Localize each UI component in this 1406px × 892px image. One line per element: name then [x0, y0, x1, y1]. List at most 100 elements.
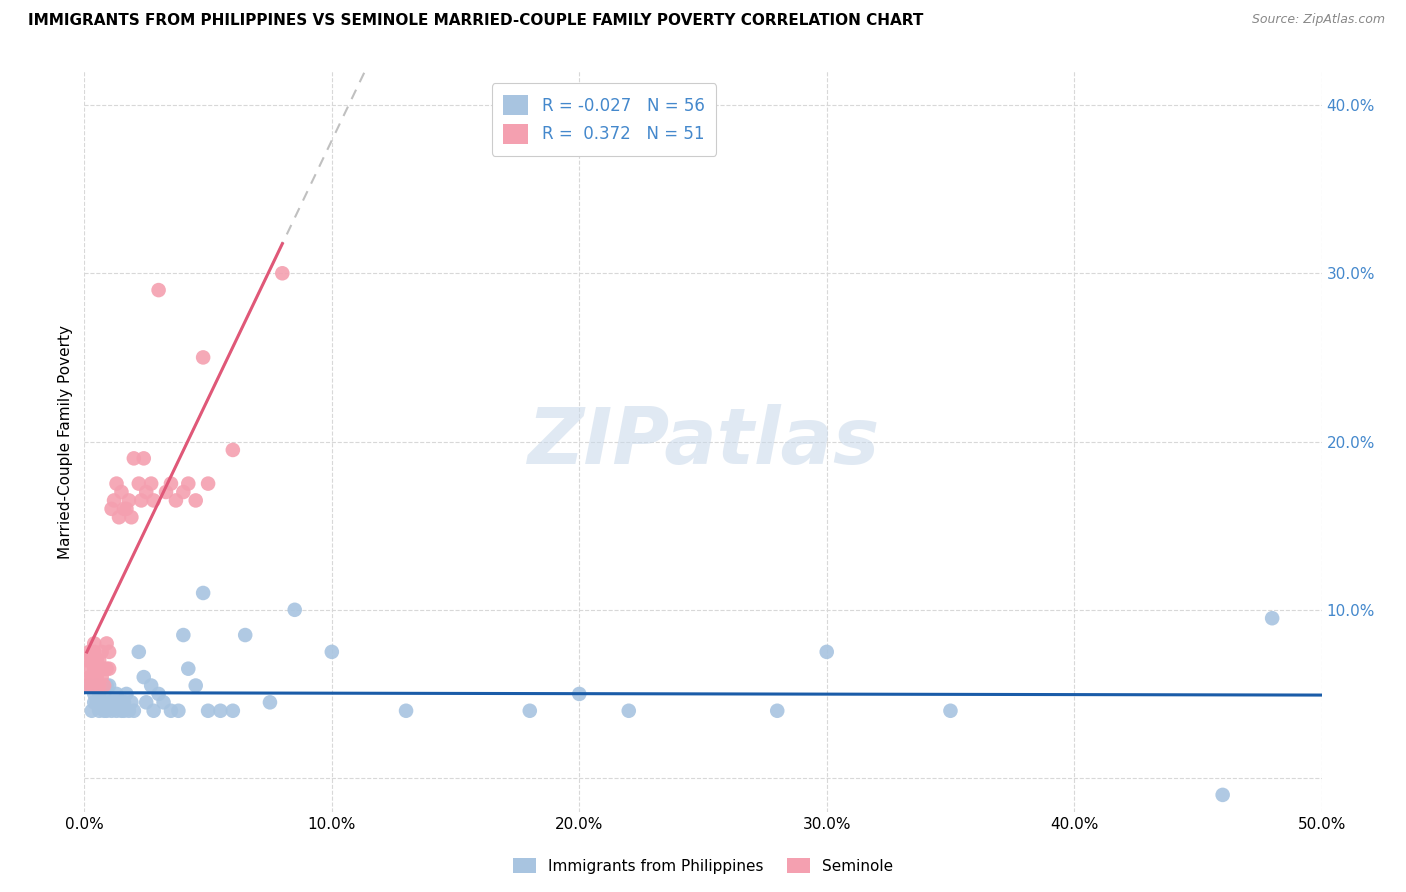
Point — [160, 704, 183, 718]
Point — [86, 653, 108, 667]
Point — [122, 704, 145, 718]
Point — [89, 653, 111, 667]
Point — [83, 662, 105, 676]
Point — [132, 451, 155, 466]
Point — [89, 679, 111, 693]
Legend: R = -0.027   N = 56, R =  0.372   N = 51: R = -0.027 N = 56, R = 0.372 N = 51 — [492, 83, 716, 156]
Point — [93, 687, 115, 701]
Text: IMMIGRANTS FROM PHILIPPINES VS SEMINOLE MARRIED-COUPLE FAMILY POVERTY CORRELATIO: IMMIGRANTS FROM PHILIPPINES VS SEMINOLE … — [28, 13, 924, 29]
Point — [89, 687, 111, 701]
Point — [177, 476, 200, 491]
Point — [98, 645, 121, 659]
Point — [86, 679, 108, 693]
Text: Source: ZipAtlas.com: Source: ZipAtlas.com — [1251, 13, 1385, 27]
Point — [98, 679, 121, 693]
Point — [395, 704, 418, 718]
Point — [112, 695, 135, 709]
Point — [98, 695, 121, 709]
Point — [939, 704, 962, 718]
Point — [222, 704, 245, 718]
Point — [89, 704, 111, 718]
Point — [568, 687, 591, 701]
Point — [105, 687, 128, 701]
Point — [148, 283, 170, 297]
Point — [105, 476, 128, 491]
Point — [118, 493, 141, 508]
Point — [120, 510, 142, 524]
Point — [80, 653, 103, 667]
Point — [128, 645, 150, 659]
Y-axis label: Married-Couple Family Poverty: Married-Couple Family Poverty — [58, 325, 73, 558]
Point — [259, 695, 281, 709]
Point — [93, 679, 115, 693]
Point — [142, 704, 165, 718]
Point — [80, 704, 103, 718]
Point — [120, 695, 142, 709]
Point — [1212, 788, 1234, 802]
Point — [110, 704, 132, 718]
Point — [135, 695, 157, 709]
Point — [90, 695, 112, 709]
Point — [96, 636, 118, 650]
Point — [103, 695, 125, 709]
Point — [108, 695, 131, 709]
Point — [222, 442, 245, 457]
Point — [1261, 611, 1284, 625]
Point — [115, 687, 138, 701]
Point — [152, 695, 174, 709]
Point — [96, 679, 118, 693]
Point — [148, 687, 170, 701]
Point — [141, 476, 163, 491]
Point — [83, 636, 105, 650]
Point — [98, 662, 121, 676]
Point — [86, 670, 108, 684]
Point — [191, 351, 214, 365]
Point — [100, 501, 122, 516]
Point — [100, 704, 122, 718]
Point — [90, 645, 112, 659]
Point — [128, 476, 150, 491]
Point — [172, 485, 194, 500]
Point — [79, 679, 101, 693]
Point — [141, 679, 163, 693]
Point — [209, 704, 232, 718]
Point — [79, 662, 101, 676]
Point — [132, 670, 155, 684]
Point — [105, 704, 128, 718]
Point — [93, 704, 115, 718]
Text: ZIPatlas: ZIPatlas — [527, 403, 879, 480]
Point — [142, 493, 165, 508]
Point — [96, 704, 118, 718]
Point — [103, 493, 125, 508]
Point — [83, 687, 105, 701]
Point — [80, 670, 103, 684]
Point — [76, 653, 98, 667]
Point — [112, 501, 135, 516]
Point — [96, 662, 118, 676]
Legend: Immigrants from Philippines, Seminole: Immigrants from Philippines, Seminole — [508, 852, 898, 880]
Point — [83, 645, 105, 659]
Point — [115, 501, 138, 516]
Point — [93, 662, 115, 676]
Point — [129, 493, 152, 508]
Point — [766, 704, 789, 718]
Point — [177, 662, 200, 676]
Point — [197, 704, 219, 718]
Point — [233, 628, 256, 642]
Point — [86, 662, 108, 676]
Point — [165, 493, 187, 508]
Point — [108, 510, 131, 524]
Point — [271, 266, 294, 280]
Point — [112, 704, 135, 718]
Point — [86, 695, 108, 709]
Point — [519, 704, 541, 718]
Point — [184, 679, 207, 693]
Point — [79, 670, 101, 684]
Point — [191, 586, 214, 600]
Point — [76, 679, 98, 693]
Point — [110, 485, 132, 500]
Point — [90, 670, 112, 684]
Point — [167, 704, 190, 718]
Point — [118, 704, 141, 718]
Point — [815, 645, 838, 659]
